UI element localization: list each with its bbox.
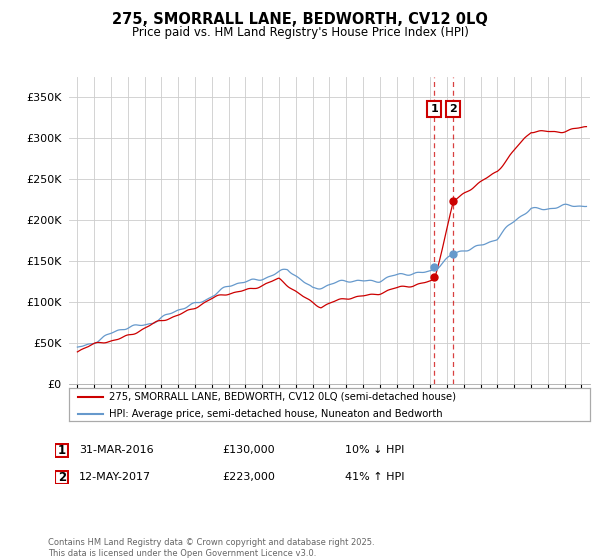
Text: Contains HM Land Registry data © Crown copyright and database right 2025.
This d: Contains HM Land Registry data © Crown c… bbox=[48, 538, 374, 558]
Text: 2: 2 bbox=[449, 104, 457, 114]
Text: 1: 1 bbox=[431, 104, 438, 114]
Text: 41% ↑ HPI: 41% ↑ HPI bbox=[345, 472, 404, 482]
FancyBboxPatch shape bbox=[55, 470, 68, 484]
Text: HPI: Average price, semi-detached house, Nuneaton and Bedworth: HPI: Average price, semi-detached house,… bbox=[109, 409, 443, 419]
Text: 31-MAR-2016: 31-MAR-2016 bbox=[79, 445, 154, 455]
FancyBboxPatch shape bbox=[55, 444, 68, 457]
Text: 275, SMORRALL LANE, BEDWORTH, CV12 0LQ: 275, SMORRALL LANE, BEDWORTH, CV12 0LQ bbox=[112, 12, 488, 27]
Text: 10% ↓ HPI: 10% ↓ HPI bbox=[345, 445, 404, 455]
Text: £130,000: £130,000 bbox=[222, 445, 275, 455]
Text: 275, SMORRALL LANE, BEDWORTH, CV12 0LQ (semi-detached house): 275, SMORRALL LANE, BEDWORTH, CV12 0LQ (… bbox=[109, 391, 456, 402]
Text: 12-MAY-2017: 12-MAY-2017 bbox=[79, 472, 151, 482]
Text: £223,000: £223,000 bbox=[222, 472, 275, 482]
Text: 1: 1 bbox=[58, 444, 66, 457]
Text: Price paid vs. HM Land Registry's House Price Index (HPI): Price paid vs. HM Land Registry's House … bbox=[131, 26, 469, 39]
Text: 2: 2 bbox=[58, 470, 66, 484]
